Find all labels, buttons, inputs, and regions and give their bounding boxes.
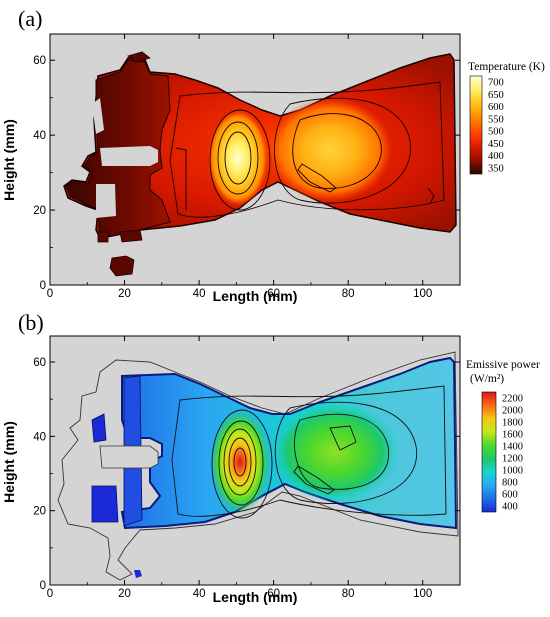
panel-b-outer-contour bbox=[57, 351, 459, 581]
panel-a-x-axis-title: Length (mm) bbox=[213, 288, 298, 304]
panel-b-y-tick-label: 20 bbox=[33, 506, 46, 518]
panel-a-legend-title: Temperature (K) bbox=[468, 61, 545, 73]
panel-b-x-tick-label: 40 bbox=[193, 588, 206, 600]
panel-a-legend-level: 500 bbox=[488, 127, 504, 138]
panel-b-legend-level: 400 bbox=[502, 502, 518, 513]
panel-a-legend-level: 400 bbox=[488, 151, 504, 162]
panel-b-plot-frame bbox=[49, 335, 461, 586]
panel-b-x-tick-label: 0 bbox=[47, 588, 53, 600]
panel-a-y-tick-label: 40 bbox=[33, 130, 46, 142]
panel-b-legend-level: 1800 bbox=[502, 418, 523, 429]
panel-b-y-tick-label: 40 bbox=[33, 431, 46, 443]
panel-a-x-tick-label: 20 bbox=[118, 288, 131, 300]
panel-b-outlier-blob bbox=[134, 570, 142, 578]
panel-a-y-axis-title: Height (mm) bbox=[1, 119, 17, 201]
panel-b-y-tick-label: 0 bbox=[40, 580, 46, 592]
panel-a-y-tick-label: 0 bbox=[40, 280, 46, 292]
panel-b-x-tick-label: 20 bbox=[118, 588, 131, 600]
panel-b-x-tick-label: 80 bbox=[342, 588, 355, 600]
panel-b-contour-lines bbox=[171, 385, 447, 519]
panel-b-inlet-cutout bbox=[99, 445, 159, 469]
panel-b-y-tick-label: 60 bbox=[33, 357, 46, 369]
panel-b-label: (b) bbox=[18, 310, 44, 335]
panel-a-x-tick-label: 80 bbox=[342, 288, 355, 300]
panel-b-x-tick-label: 60 bbox=[267, 588, 280, 600]
panel-a-x-axis: 0 20 40 60 80 100 bbox=[47, 34, 432, 300]
panel-a-y-tick-label: 20 bbox=[33, 205, 46, 217]
panel-b-x-axis-title: Length (mm) bbox=[213, 589, 298, 605]
panel-a-legend-level: 350 bbox=[488, 163, 504, 174]
panel-b-hotspot-exit bbox=[271, 402, 399, 502]
panel-a-x-tick-label: 60 bbox=[267, 288, 280, 300]
panel-a-colorbar bbox=[469, 75, 483, 175]
panel-a-field bbox=[63, 51, 457, 277]
panel-b-legend-level: 1600 bbox=[502, 430, 523, 441]
panel-b-y-axis-title: Height (mm) bbox=[1, 421, 17, 503]
panel-b-legend-level: 600 bbox=[502, 490, 518, 501]
panel-b-legend-level: 1400 bbox=[502, 442, 523, 453]
panel-b-legend-title-line2: (W/m²) bbox=[470, 373, 504, 385]
panel-a-y-tick-label: 60 bbox=[33, 55, 46, 67]
panel-b-legend-level: 2000 bbox=[502, 406, 523, 417]
panel-a-contour-lines bbox=[169, 81, 445, 218]
panel-a-inlet-cutout-small bbox=[92, 98, 104, 134]
panel-b-y-axis: 0 20 40 60 bbox=[33, 357, 460, 592]
panel-b-colorbar bbox=[481, 391, 497, 513]
panel-a-legend-level: 650 bbox=[488, 90, 504, 101]
panel-a-legend-level: 700 bbox=[488, 78, 504, 89]
panel-a-x-tick-label: 100 bbox=[413, 288, 432, 300]
panel-a-label: (a) bbox=[18, 6, 42, 31]
panel-a-legend-level: 450 bbox=[488, 139, 504, 150]
panel-a-plot-frame bbox=[49, 33, 461, 286]
panel-b-inlet-pieces bbox=[91, 375, 143, 527]
panel-a-y-axis: 0 20 40 60 bbox=[33, 55, 460, 292]
panel-b-x-axis: 0 20 40 60 80 100 bbox=[47, 336, 432, 600]
panel-b-legend-level: 1200 bbox=[502, 454, 523, 465]
panel-b-legend-level: 1000 bbox=[502, 466, 523, 477]
panel-a-legend-level: 600 bbox=[488, 102, 504, 113]
panel-b-legend-title-line1: Emissive power bbox=[466, 359, 540, 371]
panel-b-legend-level: 2200 bbox=[502, 394, 523, 405]
panel-b-legend: Emissive power (W/m²) 220020001800160014… bbox=[466, 359, 540, 513]
panel-b-field bbox=[57, 351, 459, 581]
panel-b: (b) bbox=[1, 310, 540, 605]
panel-a-outlier-blobs bbox=[97, 51, 151, 277]
panel-b-hotspot-throat bbox=[210, 410, 270, 514]
panel-a-legend-level: 550 bbox=[488, 114, 504, 125]
panel-b-x-tick-label: 100 bbox=[413, 588, 432, 600]
panel-a-x-tick-label: 40 bbox=[193, 288, 206, 300]
panel-a-x-tick-label: 0 bbox=[47, 288, 53, 300]
panel-a: (a) bbox=[1, 6, 545, 304]
panel-b-legend-level: 800 bbox=[502, 478, 518, 489]
panel-a-inlet-cutout-upper bbox=[100, 146, 158, 166]
panel-a-inlet-cutout-lower bbox=[96, 184, 116, 218]
panel-a-hotspot-exit bbox=[268, 98, 392, 202]
